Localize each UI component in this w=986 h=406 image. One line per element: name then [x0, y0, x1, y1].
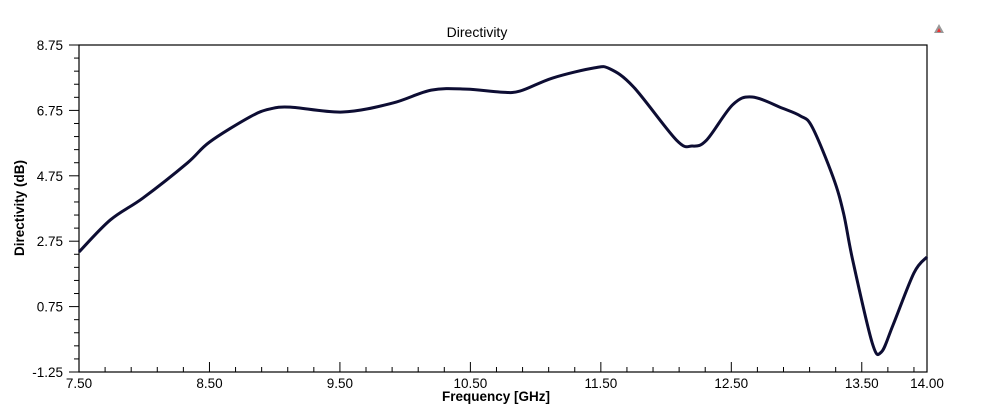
x-tick-label: 13.50 [845, 376, 879, 391]
warning-triangle-icon[interactable] [934, 24, 944, 33]
x-tick-label: 10.50 [453, 376, 487, 391]
y-tick-label: 0.75 [37, 300, 63, 315]
x-tick-label: 11.50 [584, 376, 617, 391]
directivity-line [77, 65, 929, 357]
y-tick-label: 2.75 [37, 234, 63, 249]
x-tick-label: 8.50 [196, 376, 222, 391]
y-axis-label: Directivity (dB) [12, 160, 27, 256]
y-tick-label: 6.75 [37, 103, 63, 118]
x-tick-label: 14.00 [910, 376, 944, 391]
plot-area [78, 44, 928, 373]
x-tick-label: 12.50 [714, 376, 748, 391]
y-tick-label: 4.75 [37, 169, 63, 184]
x-tick-label: 9.50 [327, 376, 353, 391]
chart-title: Directivity [447, 24, 508, 40]
x-tick-label: 7.50 [66, 376, 92, 391]
y-tick-label: 8.75 [37, 38, 63, 53]
x-axis-label: Frequency [GHz] [442, 389, 550, 404]
y-tick-label: -1.25 [32, 365, 63, 380]
